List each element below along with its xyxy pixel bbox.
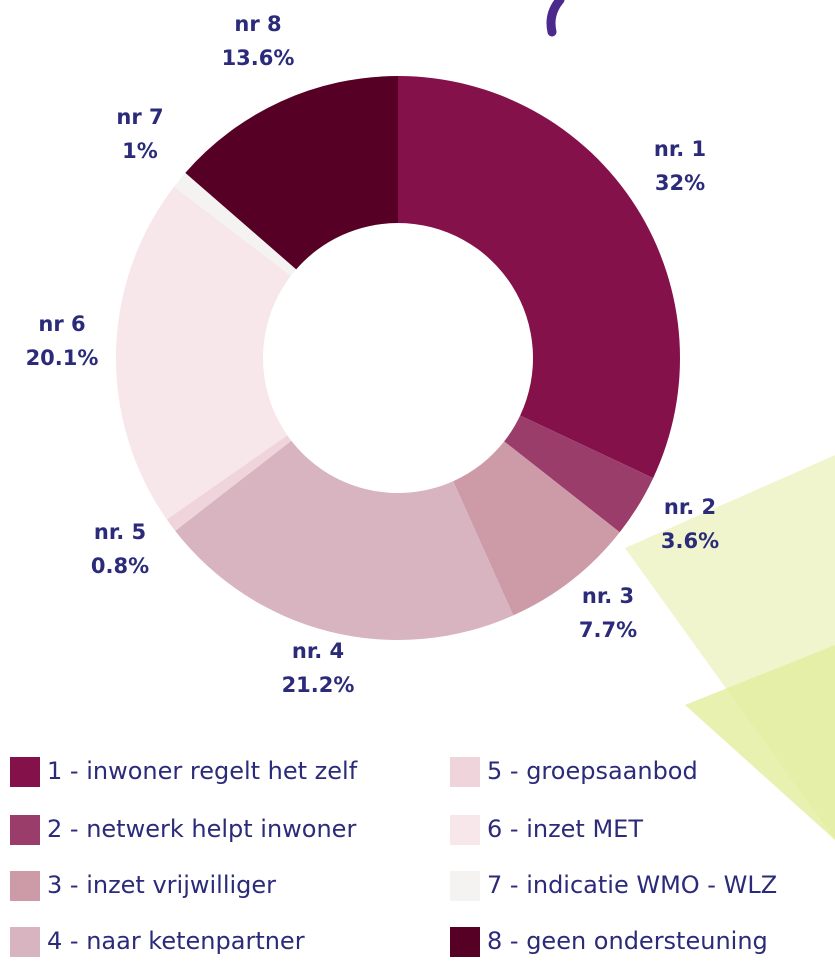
legend-label: 2 - netwerk helpt inwoner — [47, 815, 356, 843]
slice-label: nr. 1 — [654, 137, 706, 161]
legend-swatch — [450, 871, 480, 901]
legend-label: 1 - inwoner regelt het zelf — [47, 757, 358, 785]
slice-value-label: 3.6% — [661, 529, 719, 553]
donut-slice — [398, 76, 680, 478]
slice-value-label: 13.6% — [222, 46, 295, 70]
legend-label: 8 - geen ondersteuning — [487, 927, 768, 955]
legend-swatch — [450, 815, 480, 845]
slice-label: nr 8 — [234, 12, 281, 36]
legend-swatch — [10, 871, 40, 901]
legend-label: 7 - indicatie WMO - WLZ — [487, 871, 777, 899]
slice-value-label: 1% — [122, 139, 158, 163]
decoration-curve — [551, 0, 560, 32]
slice-label: nr. 2 — [664, 495, 716, 519]
slice-value-label: 21.2% — [282, 673, 355, 697]
slice-value-label: 0.8% — [91, 554, 149, 578]
legend-label: 6 - inzet MET — [487, 815, 643, 843]
legend-swatch — [10, 815, 40, 845]
slice-label: nr. 5 — [94, 520, 146, 544]
slice-label: nr. 3 — [582, 584, 634, 608]
legend-swatch — [450, 927, 480, 957]
legend-swatch — [10, 927, 40, 957]
chart: nr. 1 32% nr. 2 3.6% nr. 3 7.7% nr. 4 21.2% nr. … — [0, 0, 835, 963]
legend-label: 3 - inzet vrijwilliger — [47, 871, 276, 899]
legend-swatch — [10, 757, 40, 787]
slice-label: nr 7 — [116, 105, 163, 129]
legend-label: 4 - naar ketenpartner — [47, 927, 305, 955]
legend-swatch — [450, 757, 480, 787]
slice-label: nr 6 — [38, 312, 85, 336]
legend-label: 5 - groepsaanbod — [487, 757, 698, 785]
slice-value-label: 32% — [655, 171, 705, 195]
slice-value-label: 20.1% — [26, 346, 99, 370]
slice-label: nr. 4 — [292, 639, 344, 663]
slice-value-label: 7.7% — [579, 618, 637, 642]
